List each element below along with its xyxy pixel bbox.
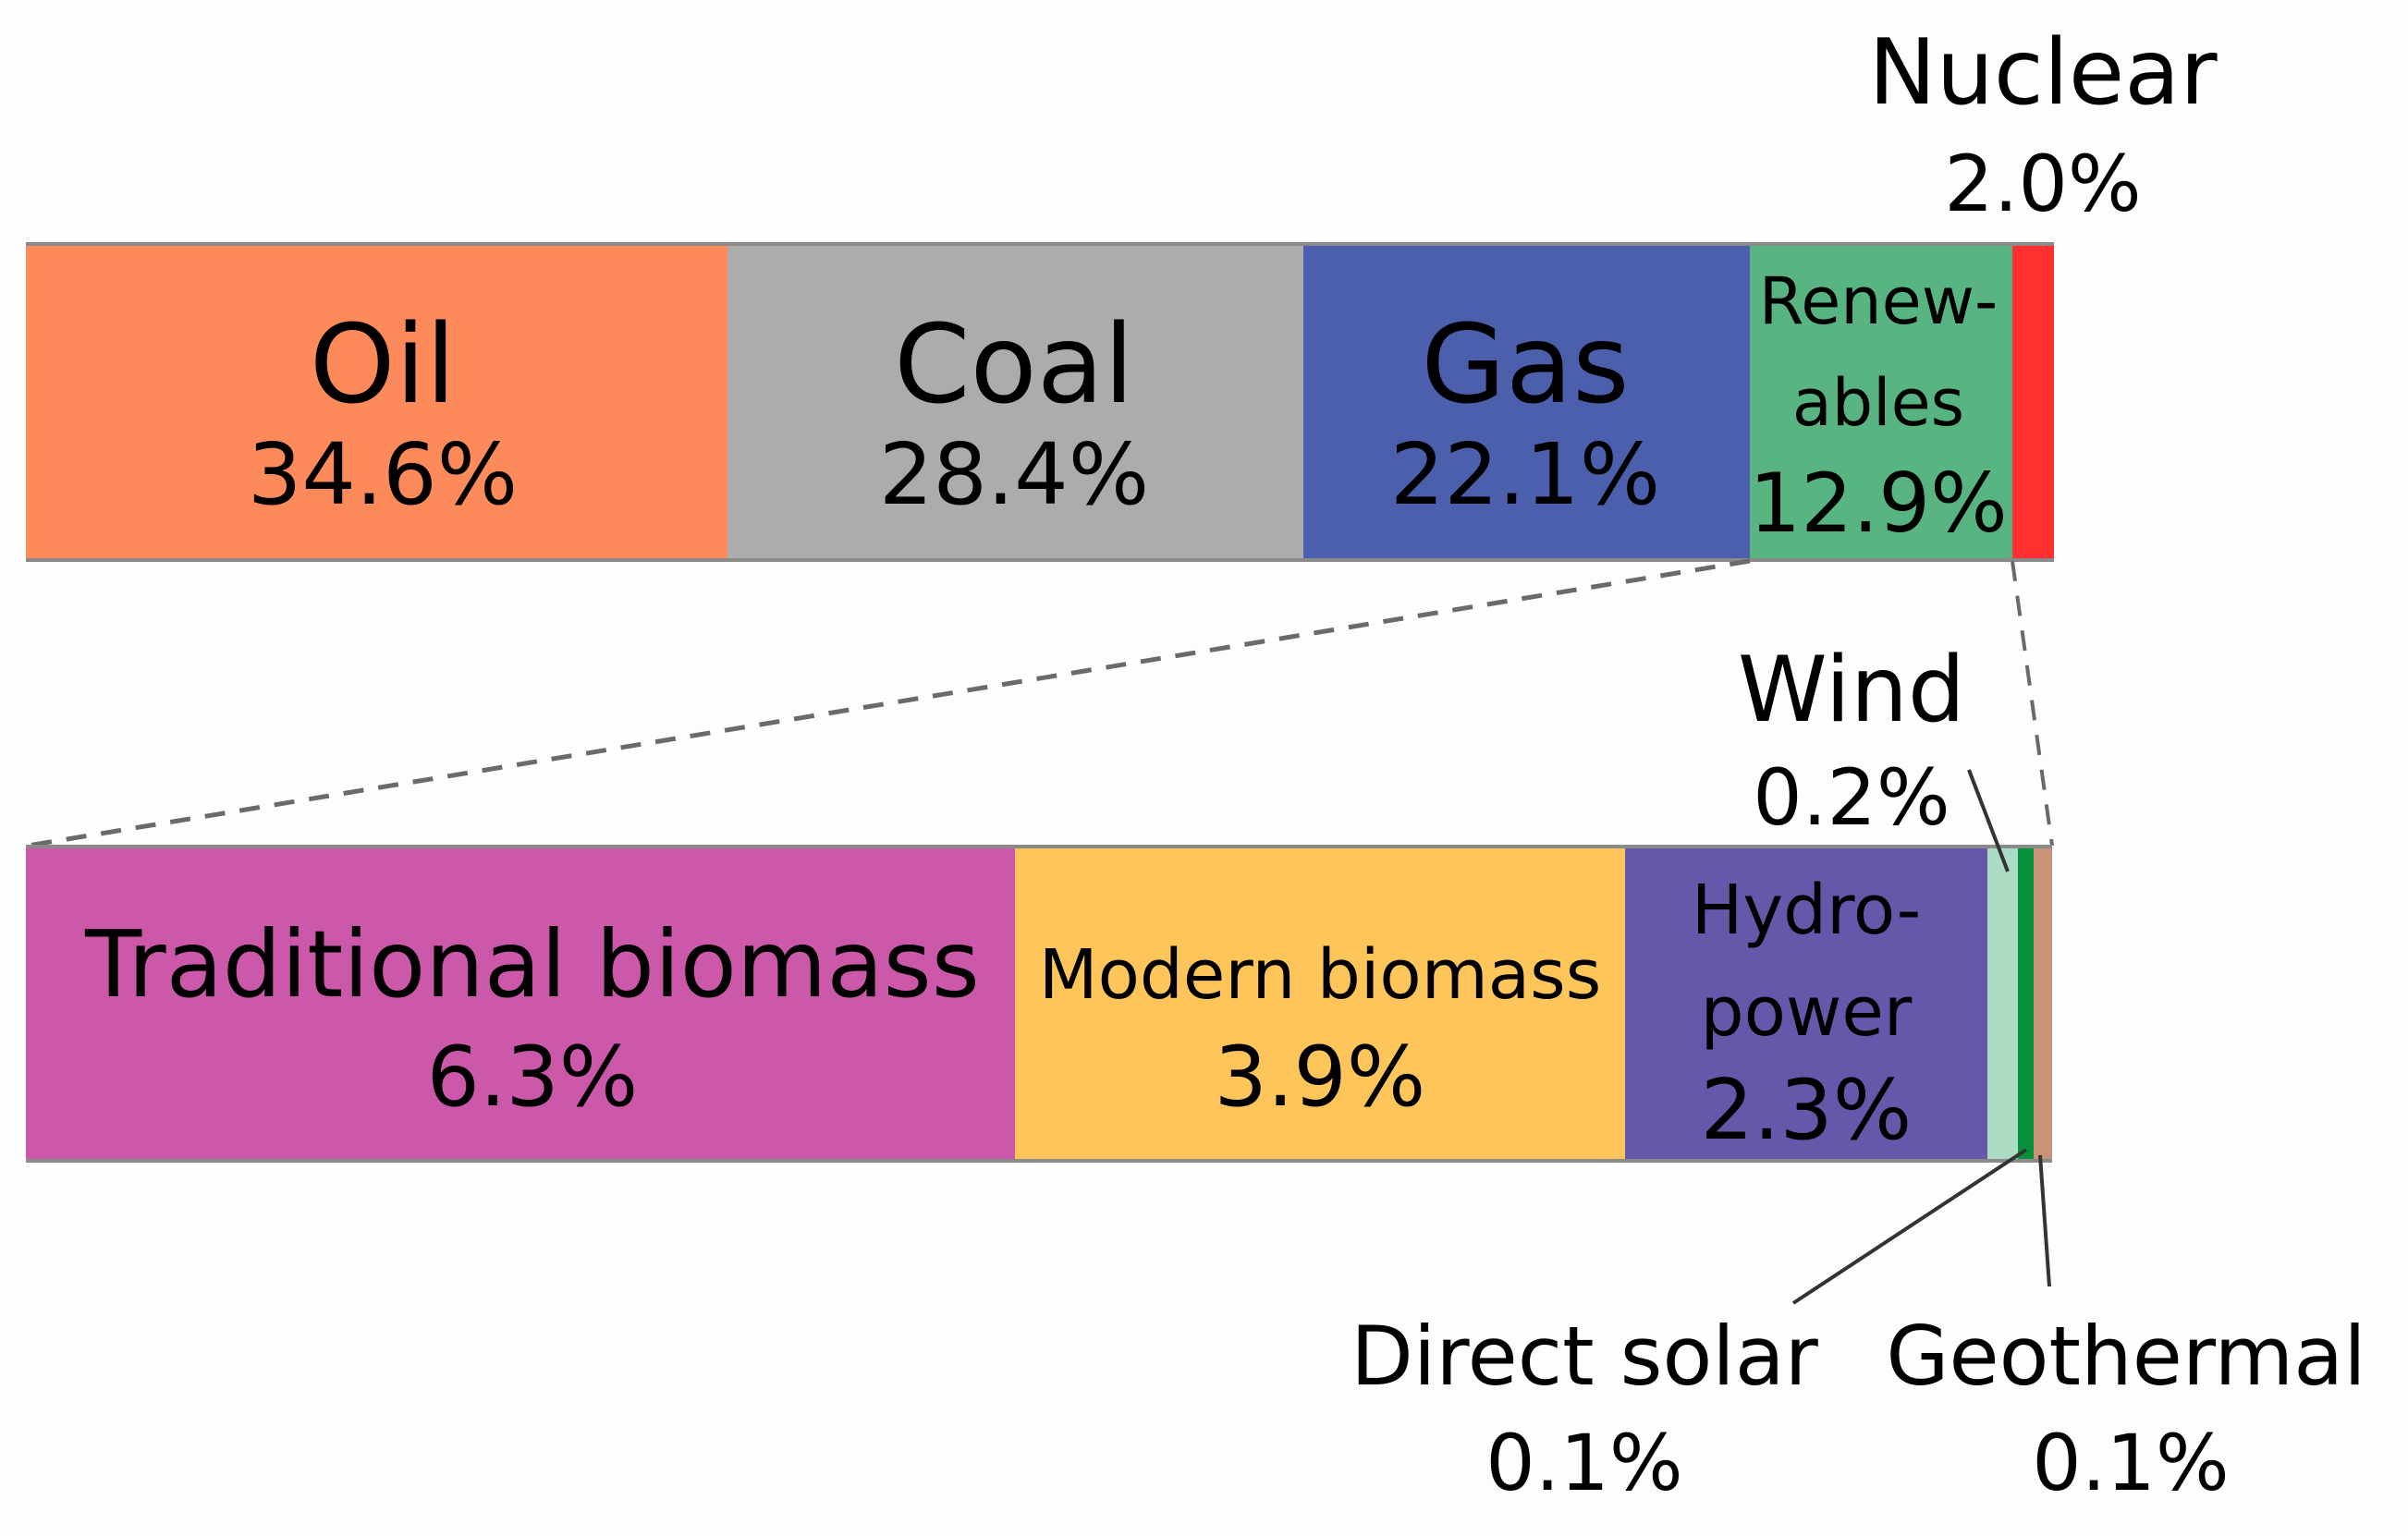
label-modern-biomass-name: Modern biomass [1039, 935, 1602, 1015]
label-renewables-pct: 12.9% [1749, 456, 2008, 551]
segment-coal [727, 243, 1303, 561]
label-hydropower-pct: 2.3% [1701, 1062, 1913, 1159]
leader-wind [1967, 769, 2010, 872]
breakdown-connectors [27, 558, 2054, 848]
label-traditional-biomass-pct: 6.3% [427, 1029, 639, 1126]
label-coal-pct: 28.4% [879, 425, 1149, 524]
label-coal-name: Coal [894, 300, 1134, 428]
segment-nuclear [2012, 243, 2054, 561]
label-geothermal-pct: 0.1% [2032, 1418, 2229, 1508]
label-wind-pct: 0.2% [1753, 752, 1950, 843]
connector-right-dashed [2011, 560, 2054, 847]
segment-gas [1303, 243, 1750, 561]
label-geothermal-name: Geothermal [1886, 1309, 2365, 1404]
small-segment-callouts: Wind 0.2% Direct solar 0.1% Geothermal 0… [1351, 638, 2366, 1508]
label-hydropower-line2: power [1701, 972, 1913, 1052]
segment-hydropower [1625, 846, 1987, 1162]
label-direct-solar-name: Direct solar [1351, 1309, 1819, 1404]
label-wind-name: Wind [1738, 638, 1965, 743]
label-modern-biomass-pct: 3.9% [1215, 1029, 1426, 1126]
segment-geothermal [2034, 846, 2052, 1162]
label-renewables-line1: Renew- [1759, 263, 1999, 339]
label-gas-pct: 22.1% [1390, 425, 1660, 524]
label-gas-name: Gas [1421, 300, 1629, 428]
segment-traditional-biomass [26, 846, 1015, 1162]
label-hydropower-line1: Hydro- [1692, 871, 1922, 950]
top-bar: Oil 34.6% Coal 28.4% Gas 22.1% Renew- ab… [26, 20, 2218, 562]
bottom-bar: Traditional biomass 6.3% Modern biomass … [26, 845, 2052, 1163]
segment-oil [26, 243, 727, 561]
segment-direct-solar [2018, 846, 2034, 1162]
connector-left-dashed [27, 558, 1751, 848]
label-direct-solar-pct: 0.1% [1485, 1418, 1682, 1508]
label-traditional-biomass-name: Traditional biomass [84, 910, 980, 1018]
leader-direct-solar [1791, 1148, 2028, 1305]
segment-wind [1987, 846, 2018, 1162]
segment-modern-biomass [1015, 846, 1625, 1162]
label-nuclear-pct: 2.0% [1944, 139, 2141, 229]
label-oil-name: Oil [310, 300, 456, 428]
leader-geothermal [2038, 1154, 2051, 1287]
segment-renewables [1750, 243, 2012, 561]
label-renewables-line2: ables [1792, 365, 1964, 441]
label-oil-pct: 34.6% [248, 425, 518, 524]
label-nuclear-name: Nuclear [1868, 20, 2218, 126]
